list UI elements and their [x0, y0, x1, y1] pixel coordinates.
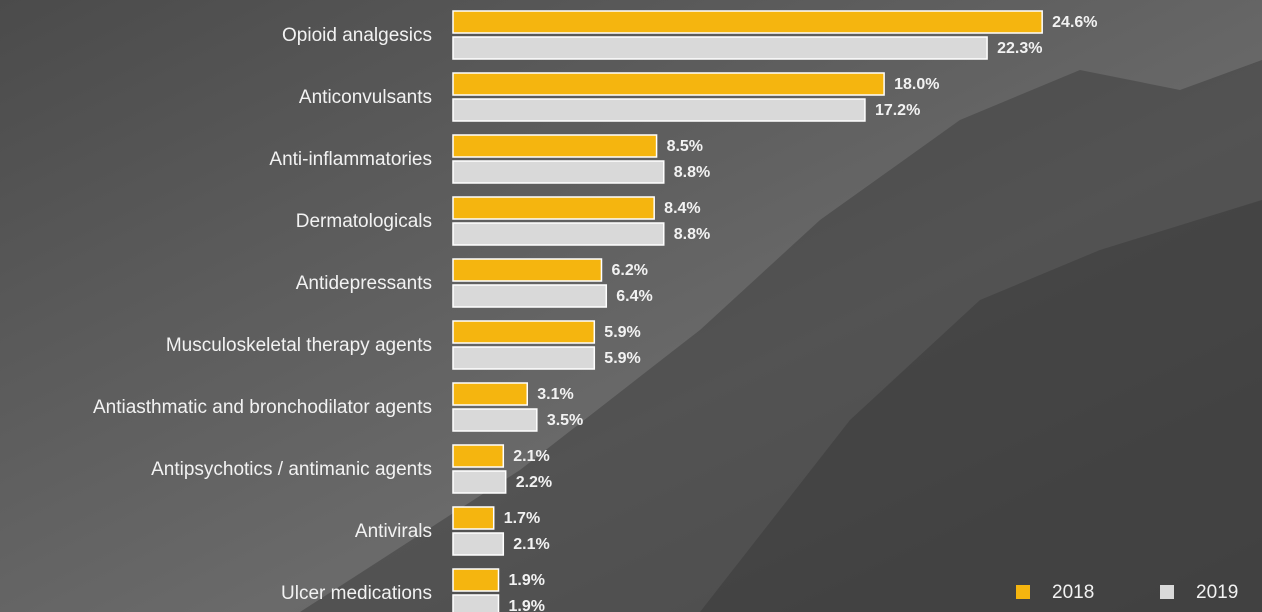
bar [453, 533, 503, 555]
value-label: 2.1% [513, 448, 549, 465]
value-label: 24.6% [1052, 14, 1097, 31]
value-label: 18.0% [894, 76, 939, 93]
legend-label: 2018 [1052, 582, 1094, 603]
value-label: 2.1% [513, 536, 549, 553]
bar [453, 285, 606, 307]
value-label: 22.3% [997, 40, 1042, 57]
category-label: Antipsychotics / antimanic agents [151, 459, 432, 480]
legend-swatch [1160, 585, 1174, 599]
category-label: Ulcer medications [281, 583, 432, 604]
bar [453, 445, 503, 467]
legend-label: 2019 [1196, 582, 1238, 603]
bar [453, 409, 537, 431]
bar [453, 471, 506, 493]
category-label: Anti-inflammatories [269, 149, 432, 170]
value-label: 8.5% [667, 138, 703, 155]
bar [453, 135, 657, 157]
value-label: 8.4% [664, 200, 700, 217]
value-label: 6.4% [616, 288, 652, 305]
value-label: 1.7% [504, 510, 540, 527]
category-label: Dermatologicals [296, 211, 432, 232]
category-label: Antidepressants [296, 273, 432, 294]
bar [453, 37, 987, 59]
value-label: 17.2% [875, 102, 920, 119]
category-label: Anticonvulsants [299, 87, 432, 108]
bar [453, 383, 527, 405]
value-label: 3.1% [537, 386, 573, 403]
value-label: 2.2% [516, 474, 552, 491]
legend-swatch [1016, 585, 1030, 599]
bar [453, 223, 664, 245]
bar [453, 99, 865, 121]
bar [453, 259, 601, 281]
value-label: 1.9% [509, 572, 545, 589]
value-label: 8.8% [674, 226, 710, 243]
value-label: 1.9% [509, 598, 545, 612]
category-label: Antivirals [355, 521, 432, 542]
bar [453, 161, 664, 183]
value-label: 5.9% [604, 324, 640, 341]
bar [453, 197, 654, 219]
bar [453, 347, 594, 369]
bar [453, 507, 494, 529]
value-label: 3.5% [547, 412, 583, 429]
value-label: 5.9% [604, 350, 640, 367]
bar [453, 595, 499, 612]
category-label: Musculoskeletal therapy agents [166, 335, 432, 356]
bar [453, 73, 884, 95]
bar [453, 569, 499, 591]
category-label: Antiasthmatic and bronchodilator agents [93, 397, 432, 418]
value-label: 6.2% [611, 262, 647, 279]
bar [453, 11, 1042, 33]
value-label: 8.8% [674, 164, 710, 181]
bar [453, 321, 594, 343]
category-label: Opioid analgesics [282, 25, 432, 46]
chart: Opioid analgesics 24.6% 22.3% Anticonvulsan… [0, 0, 1262, 612]
